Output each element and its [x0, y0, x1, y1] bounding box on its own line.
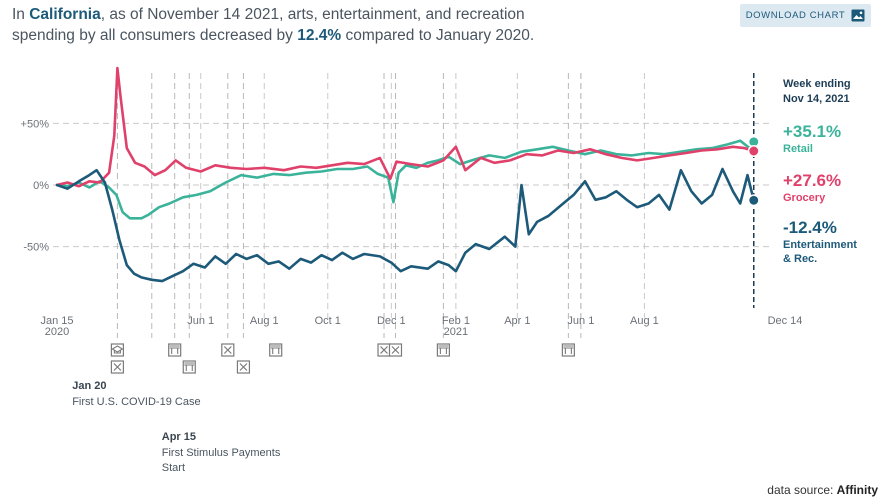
icon-awning — [184, 362, 195, 371]
icon-awning — [270, 345, 281, 354]
credit-label: data source: — [767, 483, 837, 497]
event-lines-layer — [116, 73, 582, 338]
series-name-grocery: Grocery — [783, 192, 826, 204]
end-labels-layer: Week ending Nov 14, 2021 +35.1% Retail +27.6… — [747, 73, 857, 308]
annotation-text: Start — [162, 462, 185, 474]
x-tick-label: Aug 1 — [630, 315, 659, 327]
download-chart-button[interactable]: DOWNLOAD CHART — [740, 4, 871, 27]
headline-suffix: compared to January 2020. — [341, 27, 535, 44]
annotation-title: Jan 20 — [72, 380, 106, 392]
series-name-retail: Retail — [783, 143, 813, 155]
x-tick-label: Aug 1 — [250, 315, 279, 327]
week-ending-label: Week ending — [783, 78, 851, 90]
icon-cross — [239, 363, 248, 371]
x-tick-label: Oct 1 — [315, 315, 341, 327]
annotation-text: First Stimulus Payments — [162, 447, 281, 459]
icon-cross — [113, 363, 122, 371]
store-icon — [561, 343, 575, 357]
icon-cross — [223, 346, 232, 354]
end-value-entertainment: -12.4% — [783, 218, 837, 237]
x-tick-year-label: 2020 — [45, 326, 69, 338]
annotations-layer: Jan 20 First U.S. COVID-19 Case Apr 15 Firs… — [72, 380, 281, 474]
annotation-text: First U.S. COVID-19 Case — [72, 396, 200, 408]
icon-awning — [438, 345, 449, 354]
icon-cross — [380, 346, 388, 354]
store-icon — [269, 343, 283, 357]
series-line-grocery — [55, 66, 756, 188]
x-tick-label: Feb 1 — [442, 315, 470, 327]
store-icon — [168, 343, 182, 357]
closed-icon — [221, 343, 235, 357]
icon-awning — [563, 345, 574, 354]
store-icon — [182, 360, 196, 374]
week-ending-date: Nov 14, 2021 — [783, 93, 850, 105]
x-tick-label: Jun 1 — [567, 315, 594, 327]
x-tick-label: Dec 14 — [768, 315, 803, 327]
x-tick-label: Apr 1 — [504, 315, 530, 327]
closed-icon — [377, 343, 391, 357]
series-name-entertainment: & Rec. — [783, 253, 817, 265]
series-line-retail — [55, 139, 756, 220]
download-chart-label: DOWNLOAD CHART — [745, 10, 846, 21]
y-tick-label: 0% — [33, 180, 49, 192]
end-value-grocery: +27.6% — [783, 171, 841, 190]
y-tick-label: +50% — [21, 118, 50, 130]
headline-state: California — [29, 6, 101, 23]
end-dot-grocery — [747, 145, 760, 157]
icon-awning — [169, 345, 180, 354]
school-icon — [110, 343, 125, 357]
x-tick-label: Jan 15 — [40, 315, 73, 327]
icon-cap — [111, 345, 124, 354]
x-tick-year-label: 2021 — [444, 326, 468, 338]
image-icon — [851, 9, 865, 22]
headline-prefix: In — [12, 6, 30, 23]
headline-percent: 12.4% — [297, 27, 342, 44]
series-name-entertainment: Entertainment — [783, 239, 857, 251]
data-source-credit: data source: Affinity — [767, 483, 878, 497]
y-tick-label: -50% — [23, 242, 49, 254]
annotation-title: Apr 15 — [162, 431, 196, 443]
event-icons-layer — [110, 343, 575, 374]
store-icon — [436, 343, 450, 357]
chart-headline: In California, as of November 14 2021, a… — [12, 4, 572, 46]
icon-cross — [391, 346, 400, 354]
closed-icon — [388, 343, 403, 357]
closed-icon — [236, 360, 251, 374]
end-value-retail: +35.1% — [783, 122, 841, 141]
headline-middle: , as of November 14 2021, arts, entertai… — [12, 6, 525, 44]
closed-icon — [110, 360, 125, 374]
series-line-entertainment — [55, 167, 756, 283]
x-tick-label: Dec 1 — [377, 315, 406, 327]
end-dot-entertainment — [747, 194, 760, 207]
series-layer — [55, 66, 756, 283]
x-tick-label: Jun 1 — [187, 315, 214, 327]
credit-source: Affinity — [836, 483, 878, 497]
